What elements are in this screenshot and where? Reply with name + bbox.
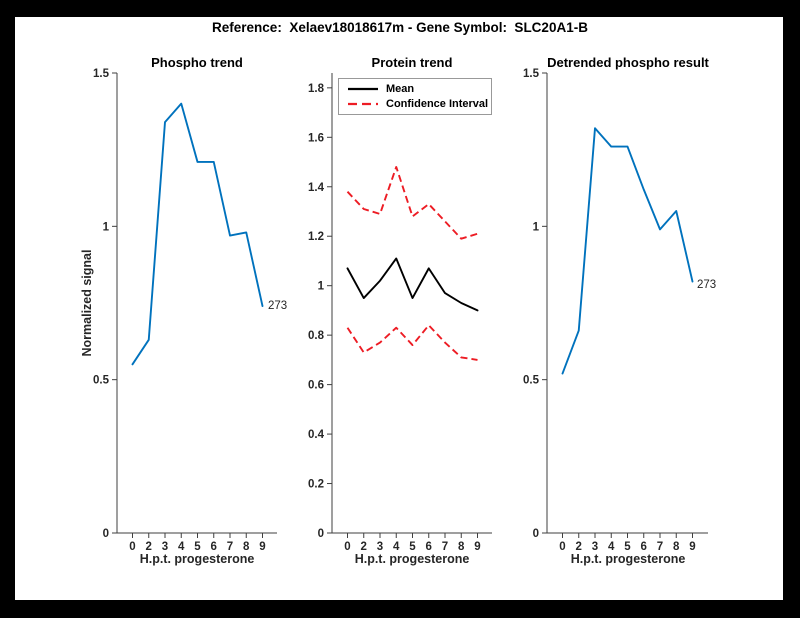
y-tick-label: 1.2 (308, 231, 324, 243)
x-tick-label: 8 (243, 541, 250, 553)
x-tick-label: 8 (673, 541, 680, 553)
y-tick-label: 1.4 (308, 182, 325, 194)
subplot-1: 00.511.50 2 3 4 5 6 7 8 9 (93, 68, 277, 553)
axis-frame (546, 73, 708, 534)
subplot2-x-axis-label: H.p.t. progesterone (354, 552, 470, 566)
confidence-interval-line-sample (348, 102, 378, 106)
legend-label-mean: Mean (386, 83, 415, 95)
subplot1-title: Phospho trend (151, 55, 243, 70)
x-tick-label: 5 (624, 541, 631, 553)
series-mean (346, 257, 479, 312)
subplot2-title: Protein trend (371, 55, 453, 70)
x-tick-label: 3 (162, 541, 168, 553)
x-tick-label: 3 (592, 541, 598, 553)
legend: Mean Confidence Interval (338, 78, 492, 115)
series-detrended-phospho-signal (561, 127, 694, 375)
x-tick-label: 9 (689, 541, 695, 553)
x-tick-label: 5 (409, 541, 416, 553)
x-tick-label: 9 (259, 541, 265, 553)
subplot3-end-point-label: 273 (697, 279, 717, 291)
subplot1-x-axis-label: H.p.t. progesterone (139, 552, 255, 566)
axis-frame (116, 73, 277, 534)
x-tick-label: 7 (442, 541, 448, 553)
y-tick-label: 0 (533, 528, 539, 540)
series-phospho-signal (131, 102, 264, 366)
y-tick-label: 0.6 (308, 380, 324, 392)
x-tick-label: 0 (344, 541, 350, 553)
x-tick-label: 2 (576, 541, 582, 553)
y-tick-label: 1 (533, 221, 540, 233)
x-tick-label: 4 (178, 541, 185, 553)
mean-line-sample (348, 87, 378, 91)
series-confidence-interval-upper (346, 166, 478, 240)
x-tick-label: 7 (227, 541, 233, 553)
figure-title: Reference: Xelaev18018617m - Gene Symbol… (212, 20, 588, 35)
y-tick-label: 0.5 (523, 375, 540, 387)
y-tick-label: 1.5 (523, 68, 540, 80)
y-tick-label: 1 (318, 281, 325, 293)
x-tick-label: 2 (146, 541, 152, 553)
y-tick-label: 1 (103, 221, 110, 233)
x-tick-label: 4 (608, 541, 615, 553)
subplot-3: 00.511.50 2 3 4 5 6 7 8 9 (523, 68, 708, 553)
y-tick-label: 0.4 (308, 429, 325, 441)
y-tick-label: 1.6 (308, 132, 324, 144)
x-tick-label: 3 (377, 541, 383, 553)
subplot1-end-point-label: 273 (268, 300, 288, 312)
x-tick-label: 9 (474, 541, 480, 553)
x-tick-label: 7 (657, 541, 663, 553)
x-tick-label: 6 (211, 541, 217, 553)
legend-entry-confidence-interval: Confidence Interval (348, 98, 491, 110)
y-tick-label: 0.5 (93, 375, 110, 387)
y-tick-label: 1.5 (93, 68, 110, 80)
x-tick-label: 4 (393, 541, 400, 553)
legend-label-confidence-interval: Confidence Interval (386, 98, 489, 110)
axis-frame (331, 73, 492, 534)
x-tick-label: 8 (458, 541, 465, 553)
y-tick-label: 0.8 (308, 330, 325, 342)
y-tick-label: 0 (318, 528, 324, 540)
x-tick-label: 0 (129, 541, 135, 553)
y-tick-label: 0 (103, 528, 109, 540)
x-tick-label: 6 (641, 541, 647, 553)
subplot3-x-axis-label: H.p.t. progesterone (570, 552, 686, 566)
x-tick-label: 2 (361, 541, 367, 553)
series-confidence-interval-lower (346, 324, 478, 361)
legend-entry-mean: Mean (348, 83, 491, 95)
x-tick-label: 6 (426, 541, 432, 553)
y-tick-label: 0.2 (308, 479, 324, 491)
subplot3-title: Detrended phospho result (547, 55, 709, 70)
x-tick-label: 5 (194, 541, 201, 553)
subplot-2: 00.20.40.60.811.21.41.61.80 2 3 4 5 6 7 8 9 (308, 73, 492, 553)
x-tick-label: 0 (559, 541, 565, 553)
y-tick-label: 1.8 (308, 83, 325, 95)
